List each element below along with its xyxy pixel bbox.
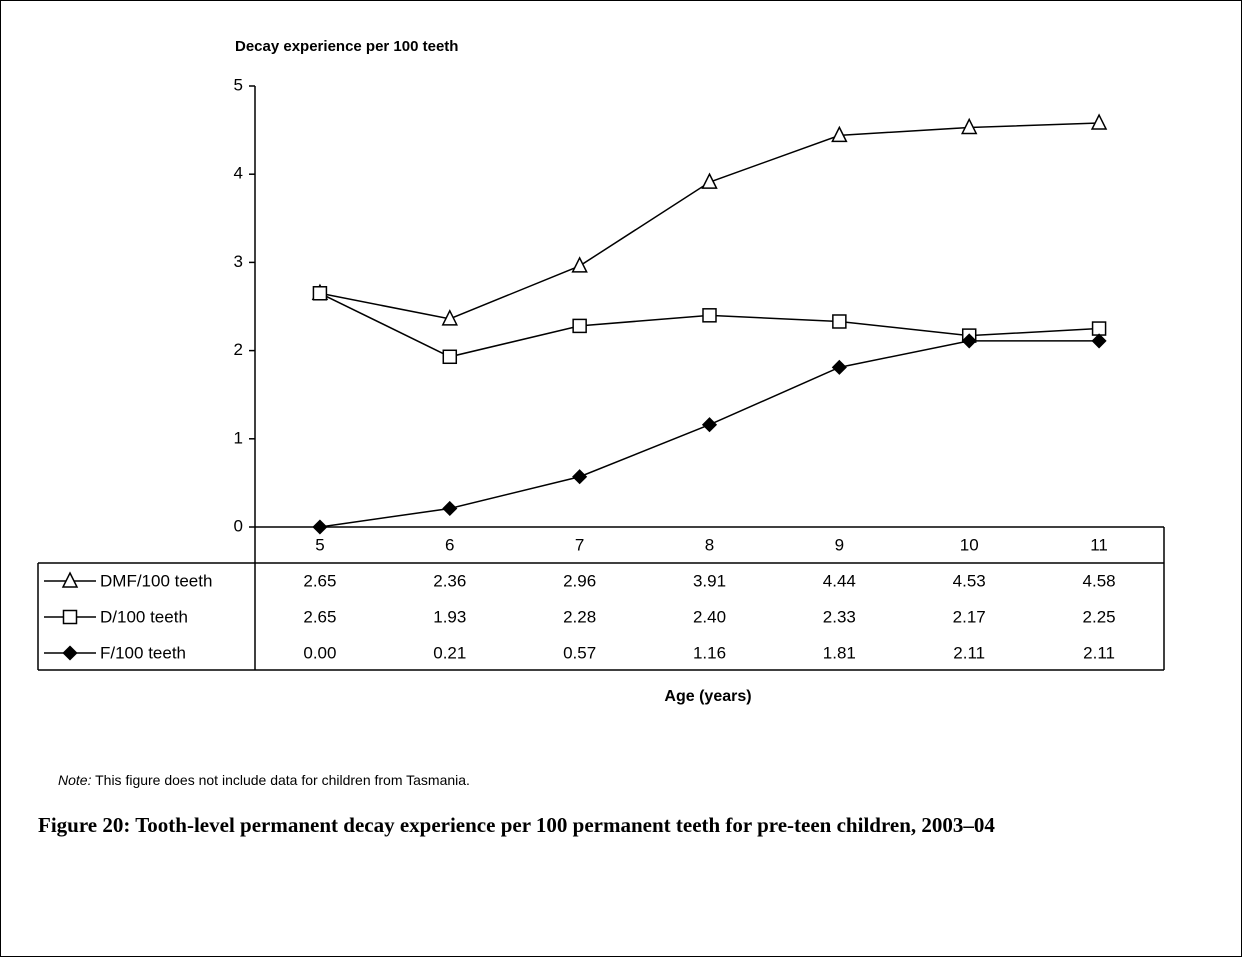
table-value: 2.36 <box>433 571 466 590</box>
marker-diamond <box>961 333 977 349</box>
x-tick-label: 11 <box>1090 535 1108 554</box>
marker-diamond <box>442 500 458 517</box>
marker-square <box>1091 321 1107 336</box>
legend-label: DMF/100 teeth <box>100 571 212 590</box>
table-value: 2.11 <box>1083 643 1115 662</box>
y-tick-label: 0 <box>234 516 243 535</box>
marker-triangle <box>701 172 718 189</box>
marker-diamond <box>312 519 328 535</box>
marker-diamond <box>701 417 718 433</box>
table-value: 2.11 <box>953 643 985 662</box>
x-tick-label: 5 <box>315 535 324 554</box>
table-value: 2.28 <box>563 607 596 626</box>
marker-square <box>702 308 717 323</box>
marker-triangle <box>441 309 458 326</box>
table-value: 1.93 <box>433 607 466 626</box>
legend-label: F/100 teeth <box>100 643 186 662</box>
table-value: 2.33 <box>823 607 856 626</box>
marker-triangle <box>961 117 978 135</box>
marker-triangle <box>1090 113 1108 130</box>
note-label: Note: <box>58 772 92 788</box>
table-value: 2.96 <box>563 571 596 590</box>
table-value: 3.91 <box>693 571 726 590</box>
y-tick-label: 2 <box>234 340 243 359</box>
note-text: This figure does not include data for ch… <box>95 772 470 788</box>
table-value: 0.00 <box>303 643 336 662</box>
table-value: 1.16 <box>693 643 726 662</box>
table-value: 2.40 <box>693 607 726 626</box>
y-tick-label: 3 <box>234 252 243 271</box>
table-value: 4.44 <box>823 571 856 590</box>
x-tick-label: 6 <box>445 535 454 554</box>
series-line <box>319 292 1100 358</box>
caption: Figure 20: Tooth-level permanent decay e… <box>38 813 995 837</box>
table-value: 2.65 <box>303 607 336 626</box>
y-tick-label: 1 <box>234 428 243 447</box>
table-value: 0.21 <box>433 643 466 662</box>
x-tick-label: 8 <box>705 535 714 554</box>
marker-square <box>62 609 78 625</box>
series-line <box>319 122 1100 320</box>
marker-diamond <box>831 359 847 375</box>
y-tick-label: 4 <box>234 164 243 183</box>
marker-square <box>572 318 587 334</box>
x-tick-label: 10 <box>960 535 979 554</box>
marker-triangle <box>831 125 848 143</box>
table-value: 2.65 <box>303 571 336 590</box>
marker-square <box>832 314 847 329</box>
x-tick-label: 7 <box>575 535 584 554</box>
note: Note: This figure does not include data … <box>58 772 470 788</box>
marker-square <box>442 349 458 365</box>
legend-label: D/100 teeth <box>100 607 188 626</box>
x-axis-title: Age (years) <box>664 688 751 705</box>
table-value: 0.57 <box>563 643 596 662</box>
table-value: 2.25 <box>1083 607 1116 626</box>
y-axis-title: Decay experience per 100 teeth <box>235 38 458 55</box>
table-value: 1.81 <box>823 643 856 662</box>
table-value: 4.53 <box>953 571 986 590</box>
marker-diamond <box>1091 333 1107 349</box>
y-tick-label: 5 <box>234 75 243 94</box>
marker-triangle <box>61 571 79 588</box>
x-tick-label: 9 <box>835 535 844 554</box>
marker-diamond <box>62 645 78 661</box>
marker-triangle <box>571 256 588 273</box>
table-value: 2.17 <box>953 607 986 626</box>
marker-square <box>312 286 328 301</box>
table-value: 4.58 <box>1083 571 1116 590</box>
series-line <box>319 340 1100 528</box>
marker-diamond <box>572 469 588 485</box>
